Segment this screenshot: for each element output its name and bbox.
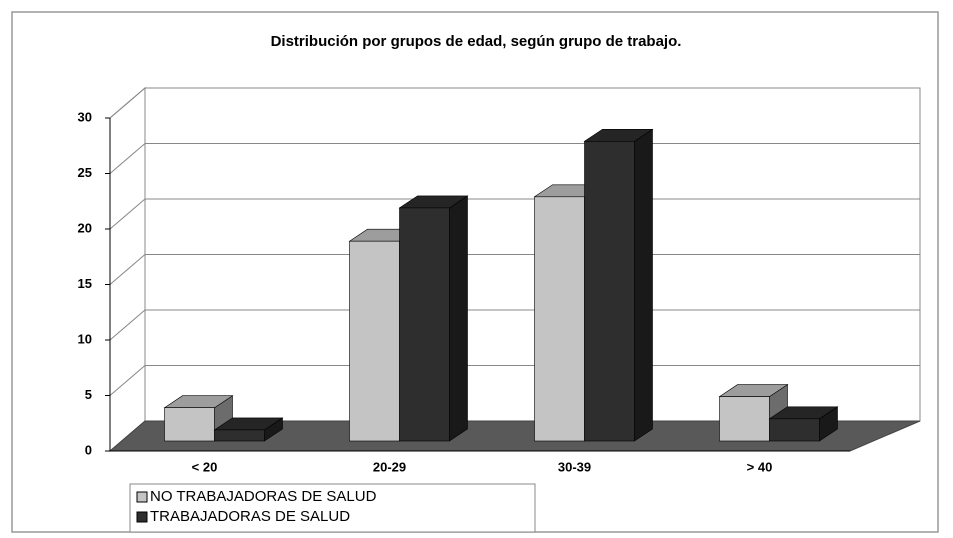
grid-line	[109, 143, 146, 174]
bar	[583, 128, 654, 442]
bar-front	[534, 196, 585, 442]
bar-front	[584, 141, 635, 442]
legend-label: NO TRABAJADORAS DE SALUD	[150, 488, 377, 505]
y-tick-label: 0	[85, 442, 92, 457]
bar-side	[634, 128, 653, 442]
y-tick-label: 20	[78, 220, 92, 235]
legend-box	[129, 483, 536, 533]
y-tick-label: 10	[78, 331, 92, 346]
bar-front	[349, 240, 400, 442]
grid-line	[109, 254, 146, 285]
y-tick-label: 5	[85, 387, 92, 402]
grid-line	[109, 87, 146, 119]
y-tick-label: 25	[78, 165, 92, 180]
x-tick-label: 20-29	[373, 459, 406, 474]
bar-front	[214, 429, 265, 442]
bar-front	[719, 396, 770, 442]
grid-line	[109, 198, 146, 230]
bar	[213, 417, 284, 442]
legend-swatch	[136, 491, 148, 503]
bar-side	[449, 195, 468, 442]
x-tick-label: 30-39	[558, 459, 591, 474]
bar-front	[164, 407, 215, 442]
legend-label: TRABAJADORAS DE SALUD	[150, 508, 350, 525]
bar	[768, 406, 839, 442]
grid-line	[109, 365, 146, 396]
grid-line	[109, 309, 146, 341]
y-tick-label: 30	[78, 109, 92, 124]
chart-title: Distribución por grupos de edad, según g…	[271, 33, 682, 50]
legend-swatch	[136, 511, 148, 523]
bar	[398, 195, 469, 442]
x-tick-label: > 40	[747, 459, 773, 474]
x-tick-label: < 20	[192, 459, 218, 474]
y-tick-label: 15	[78, 276, 92, 291]
bar	[718, 384, 789, 442]
bar-front	[769, 418, 820, 442]
bar-front	[399, 207, 450, 442]
